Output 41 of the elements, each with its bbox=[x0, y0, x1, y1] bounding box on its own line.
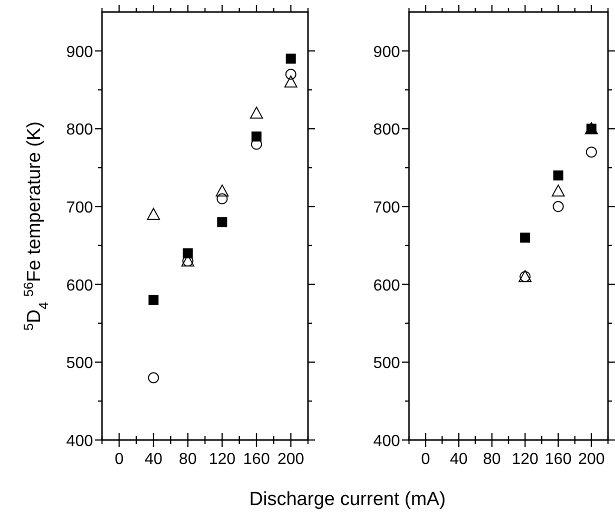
x-tick-label: 80 bbox=[483, 451, 501, 468]
point bbox=[586, 146, 597, 158]
y-tick-label: 800 bbox=[66, 122, 94, 139]
y-tick-label: 400 bbox=[66, 433, 94, 450]
point bbox=[148, 294, 158, 305]
x-tick-label: 120 bbox=[512, 451, 539, 468]
y-tick-label: 600 bbox=[66, 277, 94, 294]
point bbox=[216, 184, 229, 196]
point bbox=[250, 106, 263, 119]
point bbox=[284, 76, 298, 88]
point bbox=[285, 68, 296, 80]
y-tick-label: 500 bbox=[66, 355, 94, 372]
y-tick-label: 900 bbox=[66, 44, 94, 61]
y-tick-label: 900 bbox=[373, 44, 400, 61]
x-axis-title: Discharge current (mA) bbox=[249, 489, 446, 510]
x-tick-label: 120 bbox=[208, 451, 236, 468]
point bbox=[552, 184, 565, 196]
y-tick-label: 600 bbox=[373, 277, 400, 294]
x-tick-label: 40 bbox=[144, 451, 162, 468]
y-tick-label: 500 bbox=[373, 355, 400, 372]
y-tick-label: 700 bbox=[373, 200, 400, 217]
point bbox=[252, 132, 262, 142]
point bbox=[286, 54, 296, 64]
x-tick-label: 160 bbox=[243, 451, 270, 468]
x-tick-label: 0 bbox=[114, 451, 124, 468]
x-tick-label: 40 bbox=[450, 451, 468, 468]
y-tick-label: 800 bbox=[373, 122, 400, 139]
point bbox=[217, 217, 228, 228]
point bbox=[216, 193, 228, 204]
x-tick-label: 160 bbox=[544, 451, 572, 468]
y-tick-label: 700 bbox=[66, 200, 94, 217]
x-tick-label: 0 bbox=[421, 451, 430, 468]
point bbox=[147, 208, 160, 220]
point bbox=[148, 372, 159, 384]
x-tick-label: 200 bbox=[578, 451, 605, 468]
y-tick-label: 400 bbox=[373, 433, 400, 450]
point bbox=[552, 201, 564, 212]
x-tick-label: 80 bbox=[178, 451, 197, 468]
point bbox=[553, 170, 564, 180]
x-tick-label: 200 bbox=[277, 451, 304, 468]
point bbox=[520, 232, 530, 243]
